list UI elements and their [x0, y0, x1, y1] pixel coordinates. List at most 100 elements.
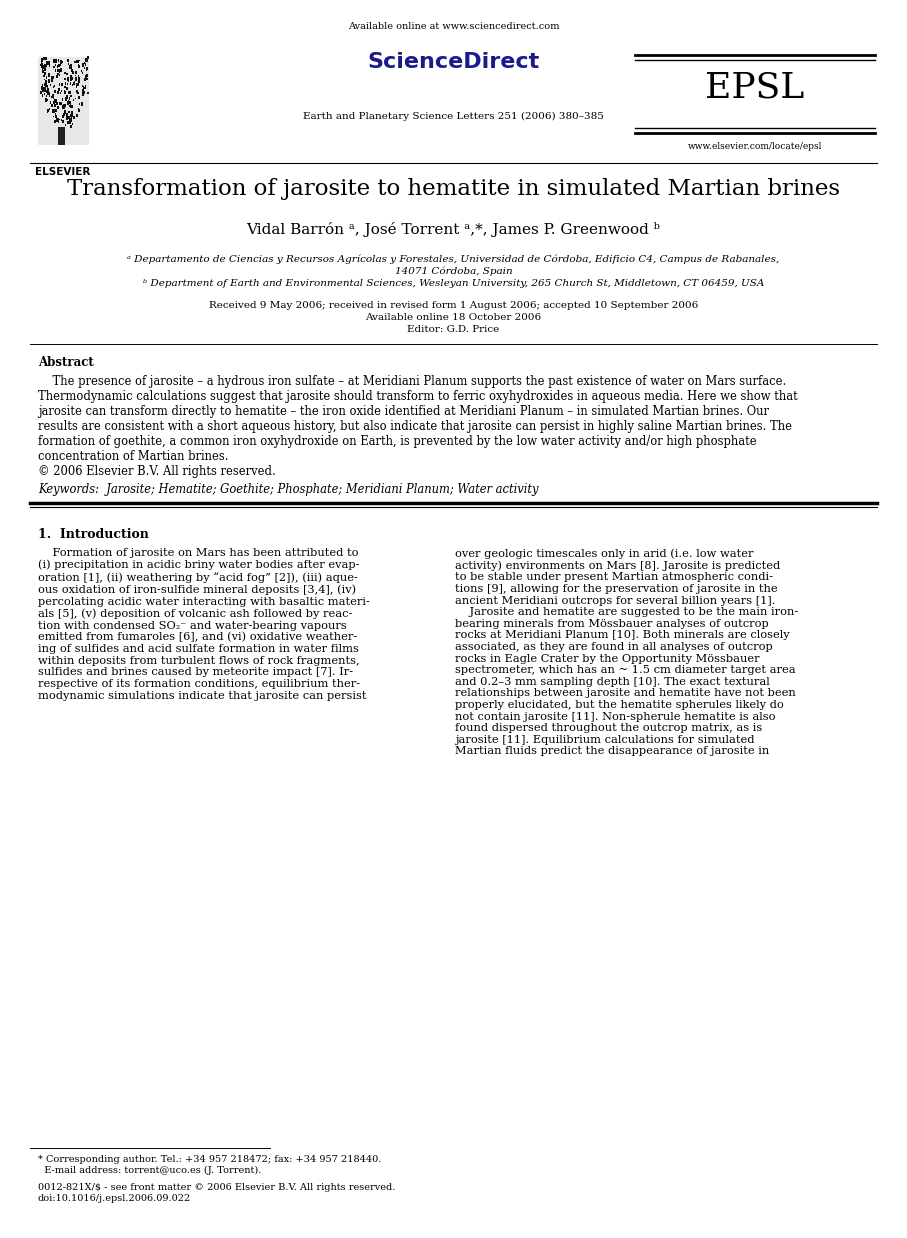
Bar	[86, 59, 87, 62]
Bar	[59, 102, 62, 105]
Bar	[43, 74, 44, 78]
Bar	[47, 61, 50, 64]
Text: * Corresponding author. Tel.: +34 957 218472; fax: +34 957 218440.: * Corresponding author. Tel.: +34 957 21…	[38, 1155, 381, 1164]
Bar	[67, 84, 68, 85]
Bar	[67, 92, 69, 94]
Bar	[62, 61, 63, 63]
Bar	[77, 83, 79, 85]
Bar	[74, 71, 76, 73]
Bar	[44, 64, 46, 68]
Bar	[52, 104, 53, 105]
Bar	[49, 64, 51, 67]
Bar	[70, 74, 73, 78]
Bar	[85, 67, 88, 71]
Bar	[76, 85, 77, 88]
Text: doi:10.1016/j.epsl.2006.09.022: doi:10.1016/j.epsl.2006.09.022	[38, 1193, 191, 1203]
Bar	[42, 84, 44, 87]
Bar	[82, 103, 83, 105]
Bar	[53, 109, 54, 113]
Bar	[78, 77, 80, 79]
Bar	[55, 64, 56, 67]
Bar	[44, 72, 45, 74]
Bar	[78, 97, 80, 99]
Bar	[65, 116, 67, 120]
Bar	[69, 116, 70, 118]
Bar	[41, 64, 42, 66]
Bar	[43, 89, 44, 93]
Bar	[54, 69, 56, 72]
Bar	[41, 58, 44, 62]
Bar	[43, 66, 44, 68]
Bar	[47, 88, 49, 92]
Bar	[61, 90, 63, 92]
Bar	[78, 64, 79, 67]
Bar	[67, 116, 69, 119]
Bar	[44, 89, 45, 92]
Bar	[63, 110, 65, 114]
Bar	[73, 116, 75, 119]
Bar	[66, 95, 68, 99]
Text: ELSEVIER: ELSEVIER	[34, 167, 91, 177]
Bar	[73, 80, 75, 83]
Bar	[72, 84, 73, 87]
Bar	[81, 69, 82, 72]
Bar	[79, 78, 80, 80]
Bar	[79, 59, 80, 62]
Text: Abstract: Abstract	[38, 357, 93, 369]
Bar	[57, 73, 59, 74]
Bar	[70, 64, 72, 68]
Bar	[63, 106, 64, 109]
Bar	[64, 90, 65, 92]
Text: 0012-821X/$ - see front matter © 2006 Elsevier B.V. All rights reserved.: 0012-821X/$ - see front matter © 2006 El…	[38, 1184, 395, 1192]
Bar	[70, 115, 72, 118]
Text: over geologic timescales only in arid (i.e. low water
activity) environments on : over geologic timescales only in arid (i…	[455, 548, 798, 756]
Bar	[70, 95, 72, 98]
Bar	[71, 105, 73, 108]
Bar	[44, 57, 45, 59]
Bar	[86, 78, 88, 80]
Bar	[42, 63, 43, 66]
Bar	[52, 76, 54, 79]
Bar	[57, 74, 58, 77]
Text: Formation of jarosite on Mars has been attributed to
(i) precipitation in acidic: Formation of jarosite on Mars has been a…	[38, 548, 370, 701]
Bar	[64, 111, 66, 114]
Bar	[68, 100, 69, 103]
Bar	[58, 120, 59, 124]
Bar	[79, 103, 81, 105]
Bar	[51, 104, 53, 106]
Bar	[62, 99, 63, 100]
Bar	[45, 77, 47, 79]
Bar	[85, 58, 88, 62]
Bar	[76, 59, 79, 63]
Bar	[46, 89, 48, 93]
Bar	[47, 99, 48, 100]
Bar	[45, 98, 47, 102]
Bar	[70, 105, 72, 108]
Bar	[68, 63, 69, 64]
Bar	[78, 76, 79, 77]
Bar	[43, 66, 44, 68]
Bar	[47, 62, 48, 64]
Bar	[44, 58, 45, 59]
Bar	[55, 113, 56, 115]
Bar	[58, 128, 65, 145]
Bar	[71, 114, 73, 118]
Text: Editor: G.D. Price: Editor: G.D. Price	[407, 326, 500, 334]
Bar	[50, 102, 52, 104]
Bar	[54, 99, 56, 103]
Bar	[51, 76, 53, 78]
Bar	[76, 114, 77, 116]
Bar	[78, 109, 80, 111]
Bar	[38, 57, 89, 145]
Bar	[85, 69, 87, 71]
Bar	[51, 76, 53, 79]
Bar	[59, 83, 61, 87]
Text: Transformation of jarosite to hematite in simulated Martian brines: Transformation of jarosite to hematite i…	[67, 178, 840, 201]
Text: E-mail address: torrent@uco.es (J. Torrent).: E-mail address: torrent@uco.es (J. Torre…	[38, 1166, 261, 1175]
Bar	[52, 79, 54, 82]
Bar	[54, 109, 56, 113]
Bar	[42, 66, 44, 69]
Bar	[84, 62, 85, 64]
Bar	[84, 58, 87, 62]
Bar	[77, 92, 79, 94]
